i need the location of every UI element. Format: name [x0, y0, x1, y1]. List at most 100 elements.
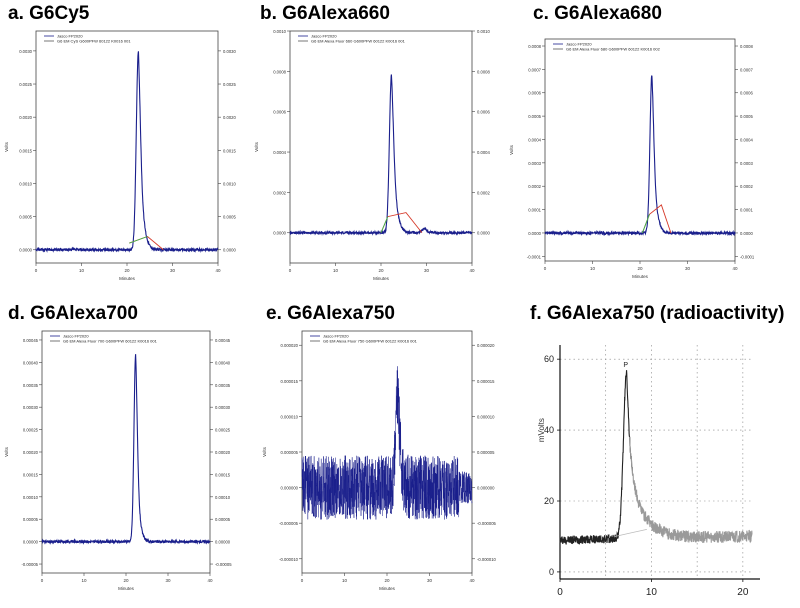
y-tick-label: 0.0020 — [19, 115, 32, 120]
panel-title: f. G6Alexa750 (radioactivity) — [530, 303, 785, 325]
panel-c: c. G6Alexa680 -0.0001 -0.0001 0.0000 0.0000… — [505, 0, 795, 295]
y2-tick-label: 0.00035 — [215, 383, 231, 388]
y-tick-label: -0.000005 — [279, 521, 299, 526]
x-tick-label: 20 — [637, 266, 643, 271]
chromatogram-trace — [544, 75, 736, 237]
radio-trace-tail — [629, 436, 753, 544]
y2-tick-label: 0.0006 — [477, 110, 490, 115]
y-tick-label: 0.000005 — [281, 450, 299, 455]
y2-tick-label: 0.00025 — [215, 428, 231, 433]
y-tick-label: 0.00025 — [23, 428, 39, 433]
panel-name: G6Alexa750 — [287, 303, 395, 324]
y2-tick-label: 0.0005 — [223, 215, 236, 220]
y-tick-label: 0.00005 — [23, 517, 39, 522]
x-tick-label: 20 — [124, 268, 130, 273]
panel-d: d. G6Alexa700 -0.00005 -0.00005 0.00000 0.0… — [0, 303, 250, 608]
y-tick-label: 0.0000 — [19, 248, 32, 253]
plot-frame — [41, 330, 211, 574]
y-tick-label: 0.00000 — [23, 540, 39, 545]
x-tick-label: 40 — [469, 578, 475, 583]
legend-entry: G6 EM Alexa Fluor 680 G600PFW 60122 K001… — [566, 47, 661, 52]
y2-tick-label: 0.00020 — [215, 450, 231, 455]
panel-title: a. G6Cy5 — [8, 3, 89, 25]
x-tick-label: 0 — [41, 578, 44, 583]
y-tick-label: 0.00015 — [23, 472, 39, 477]
legend-entry: Jasco FP2020 — [63, 334, 89, 339]
y2-tick-label: 0.0025 — [223, 82, 236, 87]
y-tick-label: 0.0008 — [273, 69, 286, 74]
y-tick-label: 40 — [544, 425, 554, 435]
y-axis-label: Volts — [254, 141, 259, 152]
y-tick-label: 0.00020 — [23, 450, 39, 455]
panel-name: G6Alexa700 — [30, 303, 138, 324]
y-tick-label: 0.0004 — [528, 137, 541, 142]
y2-tick-label: 0.000010 — [477, 414, 495, 419]
y2-tick-label: 0.0001 — [740, 208, 753, 213]
chart-b: 0.0000 0.0000 0.0002 0.0002 0.0004 0.0004 0.00… — [254, 29, 490, 281]
y2-tick-label: 0.00030 — [215, 405, 231, 410]
y2-tick-label: 0.00000 — [215, 540, 231, 545]
x-tick-label: 30 — [424, 268, 430, 273]
y2-tick-label: 0.0005 — [740, 114, 753, 119]
x-tick-label: 0 — [557, 587, 563, 598]
x-tick-label: 10 — [646, 587, 658, 598]
plot-frame — [544, 38, 736, 262]
y-tick-label: 0.000020 — [281, 343, 299, 348]
y2-tick-label: 0.0000 — [223, 248, 236, 253]
y-tick-label: 0.0004 — [273, 150, 286, 155]
y2-tick-label: 0.0010 — [223, 181, 236, 186]
chart-f: 0 20 40 60 0 10 20 mVolts P — [537, 345, 760, 598]
y2-tick-label: -0.00005 — [215, 562, 232, 567]
y2-tick-label: 0.0006 — [740, 91, 753, 96]
radio-baseline — [614, 528, 647, 537]
y2-tick-label: -0.000010 — [477, 557, 497, 562]
y2-tick-label: 0.0000 — [740, 231, 753, 236]
y-tick-label: 0.0030 — [19, 49, 32, 54]
y2-tick-label: 0.0004 — [740, 137, 753, 142]
chart-d: -0.00005 -0.00005 0.00000 0.00000 0.00005 0.0… — [4, 330, 232, 591]
y2-tick-label: 0.000005 — [477, 450, 495, 455]
panel-f: f. G6Alexa750 (radioactivity) 0 20 40 60 0 10… — [520, 303, 800, 608]
chart-c: -0.0001 -0.0001 0.0000 0.0000 0.0001 0.0001 0.… — [509, 38, 755, 279]
legend-entry: G6 EM CyS G600PFW 60122 K0016 001 — [57, 39, 131, 44]
x-tick-label: 30 — [427, 578, 433, 583]
y2-tick-label: 0.000020 — [477, 343, 495, 348]
legend-entry: Jasco FP2020 — [57, 34, 83, 39]
legend-entry: Jasco FP2020 — [566, 42, 592, 47]
panel-title: d. G6Alexa700 — [8, 303, 138, 325]
x-axis-label: Minutes — [373, 276, 390, 281]
panel-letter: c. — [533, 3, 549, 24]
legend-entry: Jasco FP2020 — [311, 34, 337, 39]
panel-name: G6Alexa680 — [554, 3, 662, 24]
y2-tick-label: 0.00045 — [215, 338, 231, 343]
x-tick-label: 10 — [333, 268, 339, 273]
y-tick-label: 0.00040 — [23, 360, 39, 365]
panel-e: e. G6Alexa750 -0.000010 -0.000010 -0.00000… — [258, 303, 520, 608]
panel-title: b. G6Alexa660 — [260, 3, 390, 25]
y-tick-label: -0.000010 — [279, 557, 299, 562]
y-axis-label: mVolts — [537, 418, 546, 442]
x-tick-label: 30 — [170, 268, 176, 273]
y-axis-label: Volts — [262, 446, 267, 457]
y-tick-label: 0.0005 — [19, 215, 32, 220]
y-axis-label: Volts — [509, 144, 514, 155]
legend-entry: G6 EM Alexa Fluor 700 G600PFW 60122 K001… — [63, 339, 158, 344]
x-tick-label: 40 — [207, 578, 213, 583]
integration-start-marker — [129, 236, 148, 244]
panel-letter: b. — [260, 3, 277, 24]
x-tick-label: 0 — [301, 578, 304, 583]
x-tick-label: 20 — [123, 578, 129, 583]
y-axis-label: Volts — [4, 446, 9, 457]
x-tick-label: 0 — [544, 266, 547, 271]
chromatogram-trace — [35, 51, 219, 254]
x-tick-label: 40 — [215, 268, 221, 273]
y-tick-label: 0.0003 — [528, 161, 541, 166]
y-tick-label: 0.00045 — [23, 338, 39, 343]
legend-entry: G6 EM Alexa Fluor 660 G600PFW 60122 K001… — [311, 39, 406, 44]
y2-tick-label: 0.0008 — [740, 44, 753, 49]
y-tick-label: 0.0000 — [273, 231, 286, 236]
